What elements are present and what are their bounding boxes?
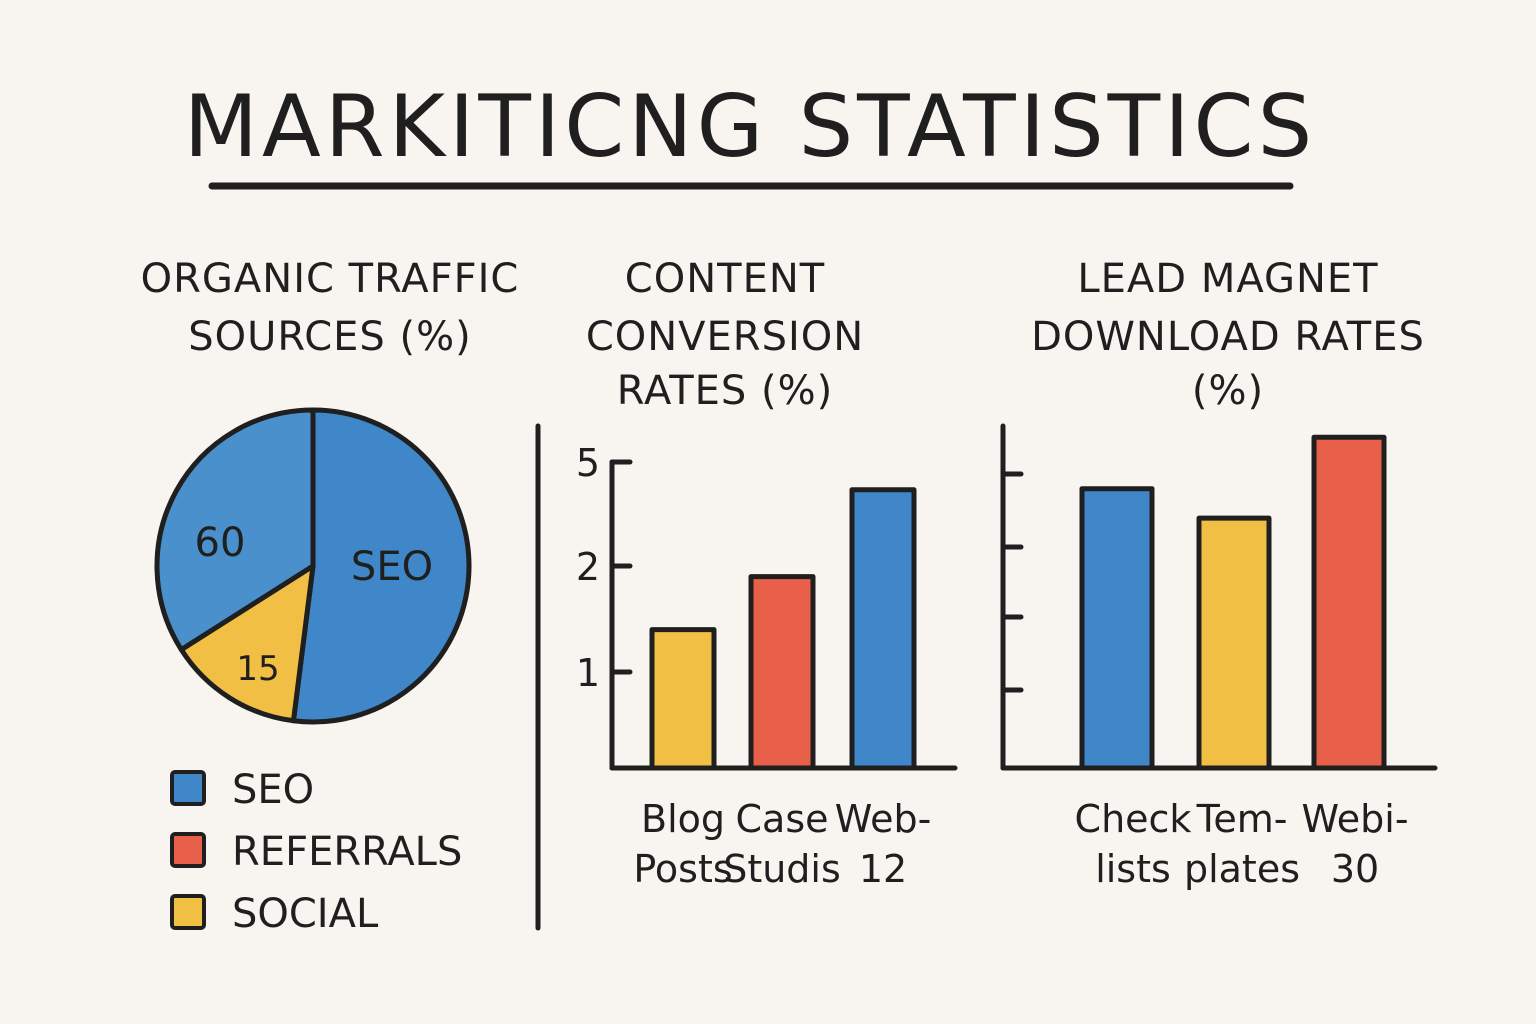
x-category-label: Posts	[633, 847, 732, 891]
bar	[1079, 486, 1155, 771]
bar	[649, 627, 717, 771]
chart-title-line: ORGANIC TRAFFIC	[141, 256, 520, 302]
bar	[748, 574, 816, 771]
pie-slice-label: 60	[195, 520, 246, 566]
legend-swatch	[170, 832, 206, 868]
x-category-label: plates	[1184, 847, 1300, 891]
pie-slice	[154, 407, 316, 653]
legend-label: SOCIAL	[232, 891, 379, 937]
x-category-label: Tem-	[1196, 797, 1288, 841]
pie-slice-label: 15	[236, 649, 279, 689]
chart-title-line: RATES (%)	[617, 368, 833, 414]
x-category-label: 12	[859, 847, 907, 891]
chart-title-line: DOWNLOAD RATES	[1031, 314, 1425, 360]
bar	[1196, 515, 1272, 771]
x-category-label: Case	[736, 797, 829, 841]
bar	[849, 487, 917, 771]
legend-swatch	[170, 770, 206, 806]
chart-title-line: LEAD MAGNET	[1077, 256, 1378, 302]
legend-label: SEO	[232, 767, 314, 813]
pie-chart-organic-traffic: ORGANIC TRAFFIC SOURCES (%) SEO 15 60 SEO REFE…	[141, 256, 520, 937]
bar-chart-lead-magnet: LEAD MAGNET DOWNLOAD RATES (%) Check lists Te…	[1000, 256, 1438, 891]
x-category-label: lists	[1095, 847, 1171, 891]
legend-label: REFERRALS	[232, 829, 462, 875]
chart-title-line: SOURCES (%)	[188, 314, 471, 360]
chart-title-line: CONTENT	[625, 256, 825, 302]
pie-slice	[290, 407, 472, 725]
page-title: MARKITICNG STATISTICS	[184, 77, 1316, 177]
x-category-label: Check	[1075, 797, 1192, 841]
pie-slice	[178, 563, 316, 724]
y-tick-label: 1	[576, 651, 600, 695]
legend-swatch	[170, 894, 206, 930]
y-tick-label: 5	[576, 441, 600, 485]
chart-title-line: (%)	[1192, 368, 1264, 414]
x-category-label: Webi-	[1301, 797, 1408, 841]
y-tick-label: 2	[576, 545, 600, 589]
x-category-label: Web-	[835, 797, 932, 841]
bar	[1311, 434, 1387, 771]
pie-slice-label: SEO	[351, 544, 433, 590]
x-category-label: 30	[1331, 847, 1379, 891]
chart-title-line: CONVERSION	[586, 314, 864, 360]
x-category-label: Studis	[723, 847, 841, 891]
x-category-label: Blog	[641, 797, 725, 841]
